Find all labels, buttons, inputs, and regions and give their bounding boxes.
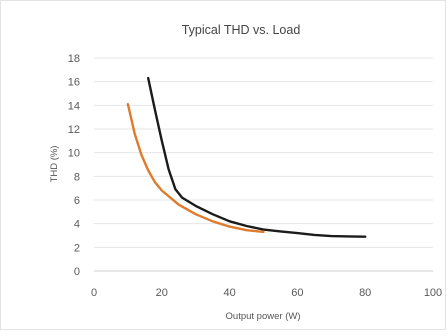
x-tick-label: 80	[359, 287, 371, 299]
thd-line-chart: Typical THD vs. Load 0 2 4 6 8 10 12 14 16 18 0 20 4…	[49, 23, 442, 322]
y-tick-label: 6	[74, 195, 80, 207]
x-tick-label: 20	[156, 287, 168, 299]
y-tick-label: 2	[74, 242, 80, 254]
y-tick-label: 8	[74, 171, 80, 183]
gridlines	[94, 57, 433, 272]
y-tick-label: 10	[68, 148, 80, 160]
x-tick-label: 40	[223, 287, 235, 299]
y-tick-label: 0	[74, 266, 80, 278]
y-tick-label: 18	[68, 53, 80, 65]
y-tick-label: 4	[74, 219, 80, 231]
x-tick-label: 0	[91, 287, 97, 299]
y-tick-label: 16	[68, 77, 80, 89]
chart-frame: Typical THD vs. Load 0 2 4 6 8 10 12 14 16 18 0 20 4…	[0, 0, 446, 330]
x-axis-label: Output power (W)	[226, 311, 301, 322]
y-tick-label: 12	[68, 124, 80, 136]
x-tick-label: 100	[424, 287, 442, 299]
y-tick-label: 14	[68, 100, 80, 112]
x-tick-label: 60	[291, 287, 303, 299]
series-line-1	[146, 76, 367, 238]
chart-title: Typical THD vs. Load	[182, 23, 301, 37]
tick-labels: 0 2 4 6 8 10 12 14 16 18 0 20 40 60 80 100	[68, 53, 442, 299]
series-line-2	[126, 102, 265, 234]
series-lines	[126, 76, 367, 238]
y-axis-label: THD (%)	[49, 146, 60, 183]
